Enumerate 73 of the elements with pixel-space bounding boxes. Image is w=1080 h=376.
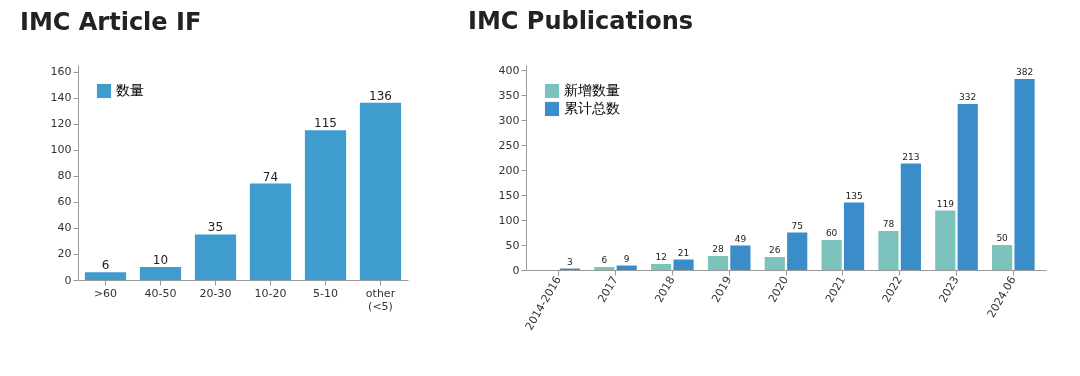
data-label: 119 — [936, 198, 955, 209]
x-tick-label: 5-10 — [313, 286, 338, 300]
data-label: 28 — [712, 244, 724, 254]
bar — [730, 245, 751, 270]
y-tick-label: 400 — [498, 63, 520, 77]
bar — [821, 240, 842, 270]
data-label: 60 — [825, 228, 838, 238]
data-label: 382 — [1015, 67, 1034, 77]
bar — [84, 272, 127, 280]
y-tick-label: 0 — [512, 263, 520, 277]
x-tick-label: 10-20 — [254, 286, 287, 300]
bar — [992, 245, 1013, 270]
y-tick-label: 300 — [498, 113, 520, 127]
legend-label: 数量 — [116, 82, 144, 98]
x-tick-label: 40-50 — [144, 286, 177, 300]
x-tick-label: other (<5) — [365, 286, 396, 313]
data-label: 9 — [623, 253, 630, 264]
y-tick-label: 200 — [498, 163, 520, 177]
y-tick-label: 100 — [50, 143, 72, 157]
bar — [249, 183, 292, 280]
bar — [359, 102, 402, 280]
bar — [957, 104, 978, 270]
bar — [304, 130, 347, 280]
y-tick-label: 80 — [57, 169, 72, 183]
y-tick-label: 0 — [64, 273, 72, 287]
y-tick-label: 20 — [57, 247, 72, 261]
data-label: 10 — [152, 252, 169, 267]
bar — [843, 202, 865, 270]
y-tick-label: 120 — [50, 117, 72, 131]
data-label: 35 — [207, 220, 224, 235]
data-label: 135 — [845, 190, 863, 201]
y-tick-label: 40 — [57, 221, 72, 235]
data-label: 332 — [959, 92, 977, 102]
legend-label: 累计总数 — [564, 100, 620, 116]
bar — [900, 163, 921, 270]
bar — [787, 232, 808, 270]
data-label: 74 — [262, 169, 279, 184]
bar — [764, 257, 785, 270]
chart-title: IMC Publications — [468, 7, 694, 35]
bar — [673, 259, 694, 270]
data-label: 12 — [655, 252, 667, 262]
chart-title: IMC Article IF — [20, 8, 202, 36]
bar — [594, 267, 615, 270]
data-label: 6 — [601, 255, 608, 265]
bar — [878, 231, 899, 270]
y-tick-label: 60 — [57, 195, 72, 209]
x-tick-label: >60 — [93, 286, 118, 300]
bar — [194, 234, 237, 280]
data-label: 3 — [567, 256, 573, 267]
data-label: 26 — [769, 245, 781, 255]
bar — [1014, 79, 1035, 270]
data-label: 6 — [101, 258, 110, 273]
y-tick-label: 350 — [498, 88, 520, 102]
data-label: 213 — [902, 151, 920, 162]
bar — [139, 266, 182, 280]
y-tick-label: 50 — [505, 238, 520, 252]
data-label: 21 — [677, 247, 690, 258]
data-label: 50 — [996, 233, 1009, 243]
x-tick-label: 20-30 — [199, 286, 232, 300]
bar — [935, 210, 956, 270]
data-label: 136 — [369, 88, 392, 103]
data-label: 78 — [882, 219, 895, 229]
y-tick-label: 160 — [50, 65, 72, 79]
y-tick-label: 140 — [50, 91, 72, 105]
data-label: 115 — [314, 116, 337, 131]
y-tick-label: 150 — [498, 188, 520, 202]
data-label: 75 — [791, 220, 803, 231]
legend-label: 新增数量 — [564, 82, 620, 98]
data-label: 49 — [734, 233, 747, 244]
bar — [707, 256, 729, 270]
y-tick-label: 100 — [498, 213, 520, 227]
y-tick-label: 250 — [498, 138, 520, 152]
bar — [651, 264, 672, 270]
